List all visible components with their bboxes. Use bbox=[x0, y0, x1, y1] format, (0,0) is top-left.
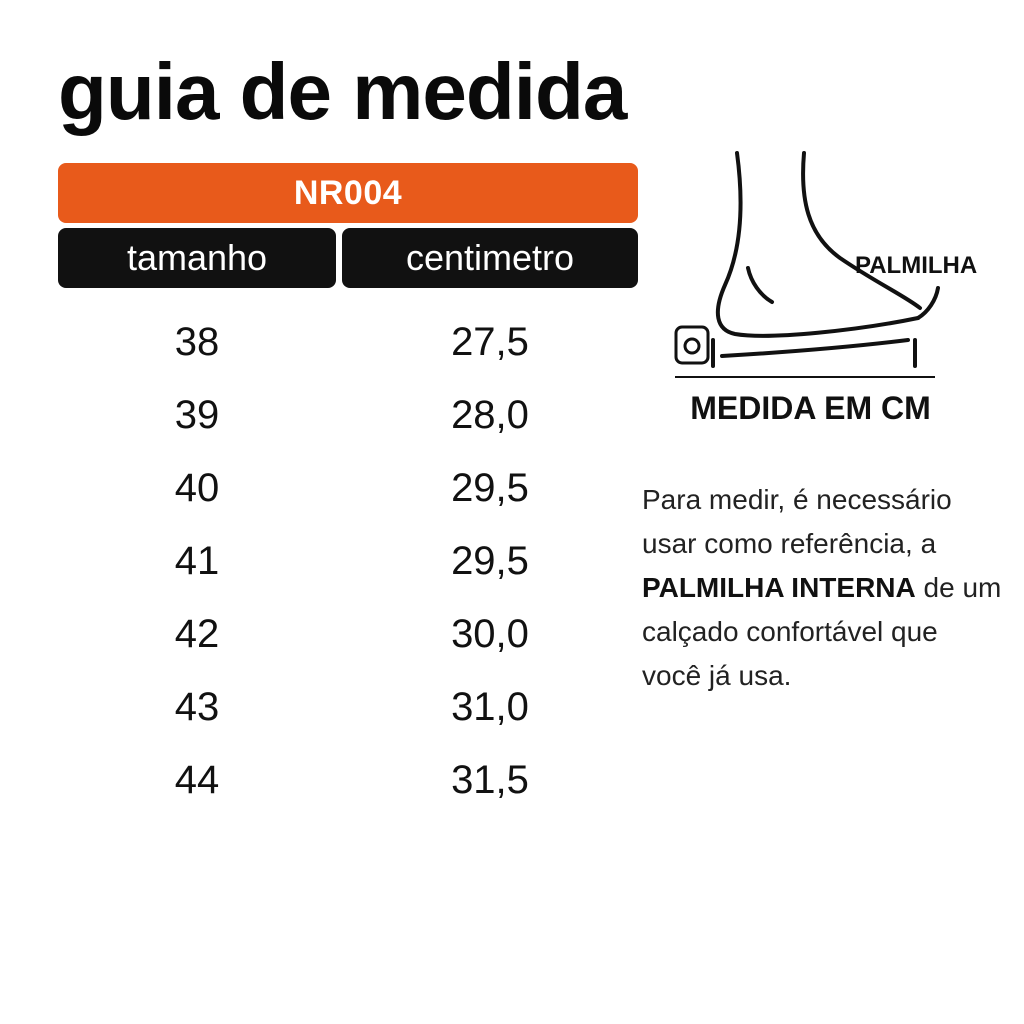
measure-caption: MEDIDA EM CM bbox=[690, 390, 931, 426]
table-row: 44 31,5 bbox=[58, 744, 638, 817]
model-banner: NR004 bbox=[58, 163, 638, 223]
instructions-text-end: de um calçado confortável que você já us… bbox=[642, 572, 1002, 691]
size-cell: 44 bbox=[174, 758, 220, 802]
cm-cell: 29,5 bbox=[451, 539, 529, 583]
cm-cell: 30,0 bbox=[451, 612, 529, 656]
instructions-text: Para medir, é necessário usar como refer… bbox=[642, 484, 952, 559]
cm-cell: 29,5 bbox=[451, 466, 529, 510]
table-row: 42 30,0 bbox=[58, 598, 638, 671]
size-cell: 43 bbox=[174, 685, 220, 729]
column-header-centimeters: centimetro bbox=[342, 228, 638, 288]
insole-label: PALMILHA bbox=[855, 252, 978, 279]
cm-cell: 28,0 bbox=[451, 393, 529, 437]
size-table: 38 27,5 39 28,0 40 29,5 41 29,5 42 30,0 … bbox=[58, 306, 638, 817]
table-row: 41 29,5 bbox=[58, 525, 638, 598]
table-row: 38 27,5 bbox=[58, 306, 638, 379]
table-row: 43 31,0 bbox=[58, 671, 638, 744]
column-header-size: tamanho bbox=[58, 228, 336, 288]
size-cell: 40 bbox=[174, 466, 220, 510]
foot-insole-icon bbox=[674, 151, 940, 378]
size-cell: 42 bbox=[174, 612, 220, 656]
instructions-emphasis: PALMILHA INTERNA bbox=[642, 572, 916, 603]
table-row: 39 28,0 bbox=[58, 379, 638, 452]
cm-cell: 31,5 bbox=[451, 758, 529, 802]
cm-cell: 31,0 bbox=[451, 685, 529, 729]
cm-cell: 27,5 bbox=[451, 320, 529, 364]
size-cell: 41 bbox=[174, 539, 220, 583]
size-cell: 38 bbox=[174, 320, 220, 364]
measurement-instructions: Para medir, é necessário usar como refer… bbox=[642, 478, 1002, 698]
size-cell: 39 bbox=[174, 393, 220, 437]
page-title: guia de medida bbox=[58, 47, 627, 136]
table-row: 40 29,5 bbox=[58, 452, 638, 525]
